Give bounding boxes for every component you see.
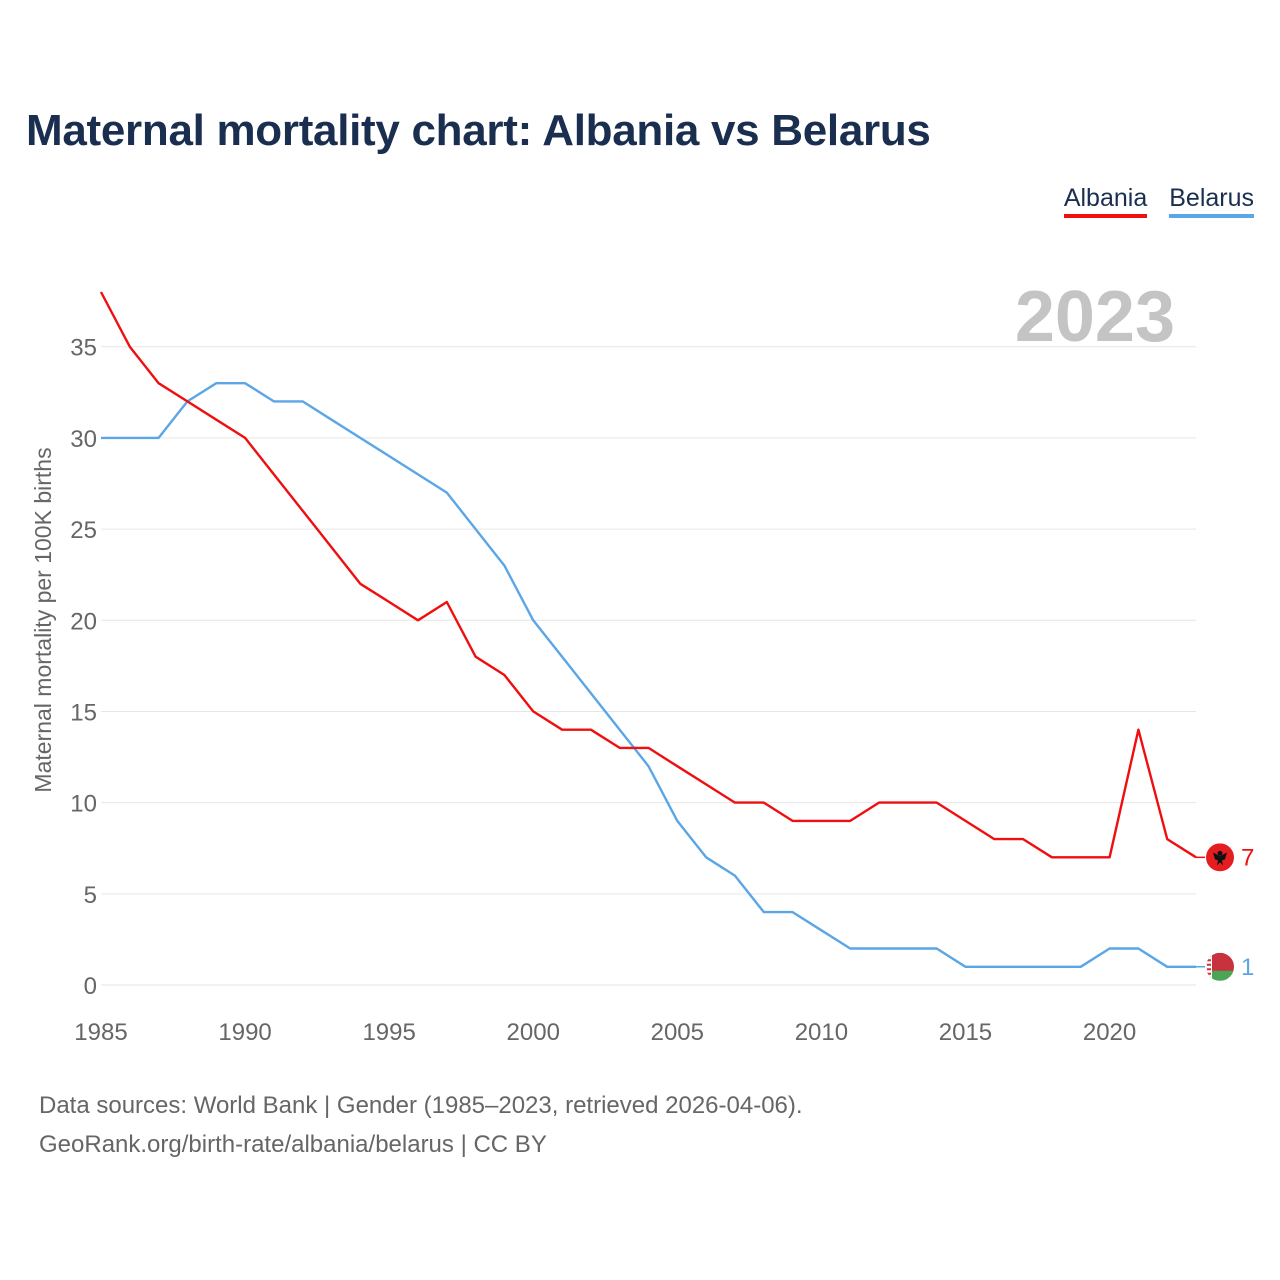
y-axis: 0 5 10 15 20 25 30 35: [70, 335, 97, 1000]
legend-belarus[interactable]: Belarus: [1169, 184, 1254, 218]
y-tick-label-10: 10: [70, 791, 97, 818]
legend-albania[interactable]: Albania: [1063, 184, 1148, 218]
belarus-flag-icon: [1206, 952, 1234, 981]
end-label-albania: 7: [1241, 844, 1254, 871]
series-line-belarus[interactable]: [101, 382, 1196, 968]
x-tick-label-1990: 1990: [218, 1019, 271, 1046]
x-axis: 1985 1990 1995 2000 2005 2010 2015 2020: [74, 1019, 1136, 1046]
x-tick-label-1995: 1995: [362, 1019, 415, 1046]
y-tick-label-0: 0: [84, 973, 97, 1000]
x-tick-label-2015: 2015: [939, 1019, 992, 1046]
source-line-2[interactable]: GeoRank.org/birth-rate/albania/belarus |…: [39, 1131, 547, 1158]
x-tick-label-2020: 2020: [1083, 1019, 1136, 1046]
x-tick-label-2000: 2000: [507, 1019, 560, 1046]
legend: Albania Belarus: [1063, 184, 1254, 218]
year-watermark: 2023: [1015, 277, 1175, 357]
end-label-belarus: 1: [1241, 954, 1254, 981]
y-tick-label-15: 15: [70, 699, 97, 726]
series-group: [99, 291, 1197, 968]
grid-lines: [101, 346, 1196, 986]
chart-title: Maternal mortality chart: Albania vs Bel…: [26, 106, 931, 155]
y-tick-label-25: 25: [70, 517, 97, 544]
y-tick-label-20: 20: [70, 608, 97, 635]
y-axis-label: Maternal mortality per 100K births: [30, 447, 56, 792]
y-tick-label-5: 5: [84, 882, 97, 909]
x-tick-label-2005: 2005: [651, 1019, 704, 1046]
source-note: Data sources: World Bank | Gender (1985–…: [39, 1086, 803, 1164]
x-tick-label-1985: 1985: [74, 1019, 127, 1046]
albania-flag-icon: [1206, 843, 1234, 872]
series-line-albania[interactable]: [99, 291, 1197, 859]
y-tick-label-35: 35: [70, 335, 97, 362]
x-tick-label-2010: 2010: [795, 1019, 848, 1046]
line-chart: 2023 0 5 10 15 20 25 30 35 1985 1990 1995 2000 2005…: [30, 277, 1254, 1046]
end-markers: 71: [1196, 843, 1254, 981]
source-line-1: Data sources: World Bank | Gender (1985–…: [39, 1092, 803, 1119]
y-tick-label-30: 30: [70, 426, 97, 453]
